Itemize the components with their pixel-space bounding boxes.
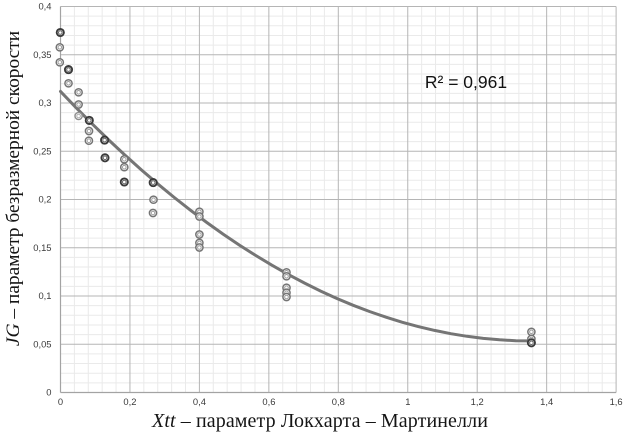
svg-text:0: 0	[46, 387, 51, 398]
svg-text:R² = 0,961: R² = 0,961	[425, 72, 507, 92]
svg-text:0,2: 0,2	[38, 194, 51, 205]
svg-text:JG – параметр безразмерной ско: JG – параметр безразмерной скорости	[3, 31, 24, 346]
svg-text:0,4: 0,4	[193, 396, 206, 407]
svg-text:0,6: 0,6	[262, 396, 275, 407]
svg-text:0,8: 0,8	[332, 396, 345, 407]
svg-text:0,05: 0,05	[33, 338, 51, 349]
svg-text:0,3: 0,3	[38, 97, 51, 108]
svg-text:1,2: 1,2	[471, 396, 484, 407]
svg-text:0,1: 0,1	[38, 290, 51, 301]
svg-text:Xtt – параметр Локхарта – Март: Xtt – параметр Локхарта – Мартинелли	[151, 410, 488, 432]
svg-text:1: 1	[405, 396, 410, 407]
svg-text:0,15: 0,15	[33, 242, 51, 253]
svg-text:0,4: 0,4	[38, 1, 51, 12]
svg-text:1,4: 1,4	[540, 396, 553, 407]
svg-text:0: 0	[58, 396, 63, 407]
svg-text:0,25: 0,25	[33, 145, 51, 156]
svg-text:1,6: 1,6	[610, 396, 623, 407]
svg-text:0,2: 0,2	[123, 396, 136, 407]
svg-text:0,35: 0,35	[33, 49, 51, 60]
